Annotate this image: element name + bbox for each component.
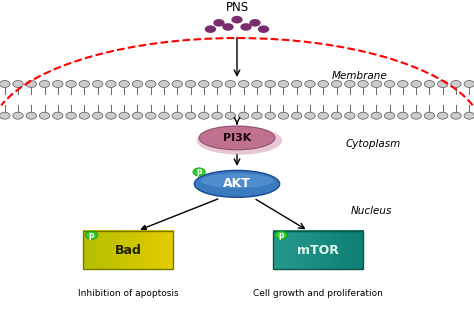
Circle shape [79, 112, 90, 119]
Circle shape [193, 168, 205, 176]
Circle shape [398, 81, 408, 87]
Circle shape [305, 112, 315, 119]
Circle shape [0, 81, 10, 87]
Text: Cell growth and proliferation: Cell growth and proliferation [253, 289, 383, 298]
Text: PNS: PNS [226, 1, 248, 14]
Circle shape [265, 81, 275, 87]
Circle shape [159, 112, 169, 119]
Text: Inhibition of apoptosis: Inhibition of apoptosis [78, 289, 178, 298]
Circle shape [79, 81, 90, 87]
Circle shape [252, 81, 262, 87]
Circle shape [318, 112, 328, 119]
Circle shape [39, 81, 50, 87]
Circle shape [318, 81, 328, 87]
Circle shape [212, 81, 222, 87]
Circle shape [451, 112, 461, 119]
Circle shape [225, 81, 236, 87]
Circle shape [213, 19, 225, 27]
Text: Bad: Bad [115, 244, 141, 257]
Ellipse shape [201, 173, 273, 188]
Circle shape [106, 81, 116, 87]
Circle shape [278, 112, 289, 119]
Circle shape [305, 81, 315, 87]
Circle shape [119, 81, 129, 87]
Text: mTOR: mTOR [297, 244, 338, 257]
Circle shape [132, 81, 143, 87]
Circle shape [240, 23, 252, 31]
Text: AKT: AKT [223, 177, 251, 191]
Text: PI3K: PI3K [223, 133, 251, 143]
Circle shape [411, 81, 421, 87]
Circle shape [212, 112, 222, 119]
Circle shape [231, 16, 243, 23]
Circle shape [238, 112, 249, 119]
Text: Membrane: Membrane [332, 71, 388, 81]
Circle shape [238, 81, 249, 87]
Circle shape [258, 25, 269, 33]
Circle shape [384, 112, 395, 119]
Circle shape [371, 112, 382, 119]
Circle shape [53, 112, 63, 119]
Circle shape [292, 112, 302, 119]
Circle shape [13, 81, 23, 87]
Circle shape [384, 81, 395, 87]
Text: p: p [89, 231, 94, 240]
Circle shape [249, 19, 261, 27]
Circle shape [278, 81, 289, 87]
Circle shape [438, 112, 448, 119]
Circle shape [275, 231, 287, 239]
Circle shape [331, 81, 342, 87]
Circle shape [132, 112, 143, 119]
Circle shape [358, 112, 368, 119]
Ellipse shape [197, 126, 282, 155]
Circle shape [225, 112, 236, 119]
Circle shape [66, 81, 76, 87]
Circle shape [185, 81, 196, 87]
Circle shape [331, 112, 342, 119]
Circle shape [26, 81, 36, 87]
Circle shape [411, 112, 421, 119]
Circle shape [172, 112, 182, 119]
Text: Nucleus: Nucleus [351, 206, 392, 216]
Circle shape [53, 81, 63, 87]
Circle shape [424, 112, 435, 119]
Text: Cytoplasm: Cytoplasm [346, 139, 401, 149]
Circle shape [199, 81, 209, 87]
Circle shape [205, 25, 216, 33]
Ellipse shape [199, 126, 275, 150]
Circle shape [464, 81, 474, 87]
Circle shape [185, 112, 196, 119]
Circle shape [438, 81, 448, 87]
Circle shape [13, 112, 23, 119]
Circle shape [172, 81, 182, 87]
Circle shape [292, 81, 302, 87]
Circle shape [345, 112, 355, 119]
Circle shape [222, 23, 234, 31]
Circle shape [146, 112, 156, 119]
Text: p: p [278, 231, 284, 240]
Circle shape [92, 81, 103, 87]
Circle shape [398, 112, 408, 119]
Circle shape [66, 112, 76, 119]
Circle shape [265, 112, 275, 119]
Circle shape [252, 112, 262, 119]
Circle shape [358, 81, 368, 87]
Circle shape [106, 112, 116, 119]
Circle shape [39, 112, 50, 119]
Circle shape [159, 81, 169, 87]
Text: p: p [196, 167, 202, 177]
Circle shape [464, 112, 474, 119]
Circle shape [451, 81, 461, 87]
Circle shape [146, 81, 156, 87]
Circle shape [0, 112, 10, 119]
Circle shape [85, 231, 98, 239]
Circle shape [345, 81, 355, 87]
Circle shape [119, 112, 129, 119]
Circle shape [26, 112, 36, 119]
Circle shape [424, 81, 435, 87]
Circle shape [92, 112, 103, 119]
Ellipse shape [194, 171, 280, 197]
Circle shape [371, 81, 382, 87]
Circle shape [199, 112, 209, 119]
